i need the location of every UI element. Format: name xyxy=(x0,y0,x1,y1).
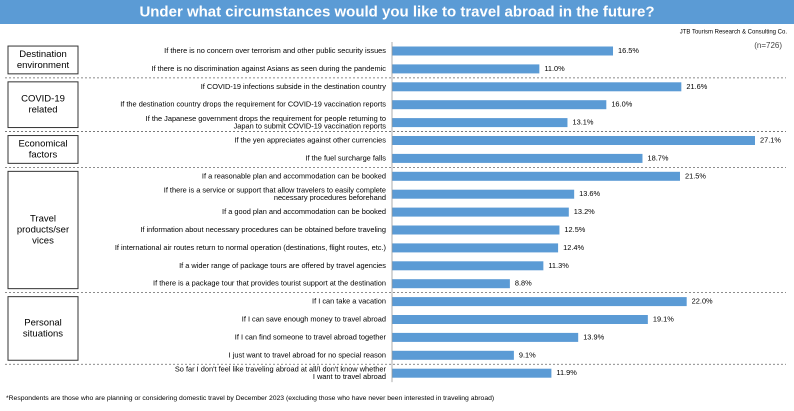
bar xyxy=(392,171,680,181)
value-label: 11.3% xyxy=(548,261,569,270)
group-box xyxy=(7,45,79,75)
group-box xyxy=(7,296,79,361)
group-label: Travel xyxy=(30,214,56,225)
category-label: If the yen appreciates against other cur… xyxy=(234,135,386,144)
category-label: If a reasonable plan and accommodation c… xyxy=(202,171,386,180)
value-label: 16.0% xyxy=(611,100,632,109)
bar xyxy=(392,136,755,145)
category-label: necessary procedures beforehand xyxy=(274,193,386,202)
bar xyxy=(392,64,540,74)
group-label: environment xyxy=(17,60,70,71)
group-box xyxy=(7,135,79,164)
bar xyxy=(392,189,575,199)
bar xyxy=(392,82,682,92)
value-label: 12.4% xyxy=(563,243,584,252)
value-label: 16.5% xyxy=(618,46,639,55)
group-label: related xyxy=(28,105,57,116)
bar xyxy=(392,279,510,289)
footnote: *Respondents are those who are planning … xyxy=(6,395,494,402)
category-label: If the destination country drops the req… xyxy=(120,100,386,109)
category-label: If there is a package tour that provides… xyxy=(153,279,386,288)
bar xyxy=(392,350,514,360)
value-label: 13.1% xyxy=(572,118,593,127)
bar xyxy=(392,368,552,378)
group-box xyxy=(7,170,79,290)
category-label: I just want to travel abroad for no spec… xyxy=(229,350,386,359)
category-label: If international air routes return to no… xyxy=(115,243,386,252)
value-label: 18.7% xyxy=(647,153,668,162)
value-label: 11.0% xyxy=(544,64,565,73)
chart-title: Under what circumstances would you like … xyxy=(139,3,654,20)
category-label: If there is no discrimination against As… xyxy=(151,64,386,73)
group-box xyxy=(7,81,79,129)
bar xyxy=(392,261,544,271)
value-label: 21.5% xyxy=(685,171,706,180)
group-label: situations xyxy=(23,328,63,339)
category-label: If information about necessary procedure… xyxy=(140,225,386,234)
value-label: 22.0% xyxy=(692,297,713,306)
group-label: vices xyxy=(32,236,54,247)
group-label: COVID-19 xyxy=(21,94,65,105)
category-label: Japan to submit COVID-19 vaccination rep… xyxy=(234,121,387,130)
category-label: If the fuel surcharge falls xyxy=(305,153,386,162)
title-bar xyxy=(0,0,794,24)
value-label: 13.9% xyxy=(583,332,604,341)
group-label: Economical xyxy=(18,138,67,149)
group-label: factors xyxy=(29,149,58,160)
category-label: If the Japanese government drops the req… xyxy=(146,114,386,123)
category-label: If I can save enough money to travel abr… xyxy=(242,314,386,323)
category-label: If a good plan and accommodation can be … xyxy=(222,207,386,216)
value-label: 19.1% xyxy=(653,314,674,323)
bar xyxy=(392,207,569,217)
group-label: Personal xyxy=(24,317,62,328)
category-label: If a wider range of package tours are of… xyxy=(179,261,386,270)
category-label: If there is a service or support that al… xyxy=(164,185,386,194)
value-label: 9.1% xyxy=(519,350,536,359)
bar xyxy=(392,332,579,342)
value-label: 27.1% xyxy=(760,135,781,144)
bar xyxy=(392,315,648,324)
group-label: products/ser xyxy=(17,225,69,236)
bar xyxy=(392,153,643,163)
sample-size: (n=726) xyxy=(754,41,782,50)
category-label: If there is no concern over terrorism an… xyxy=(164,46,386,55)
category-label: So far I don't feel like traveling abroa… xyxy=(175,364,387,373)
bar xyxy=(392,46,614,56)
bar xyxy=(392,100,607,110)
group-label: Destination xyxy=(19,49,67,60)
value-label: 8.8% xyxy=(515,279,532,288)
category-label: If I can find someone to travel abroad t… xyxy=(235,332,387,341)
value-label: 13.6% xyxy=(579,189,600,198)
category-label: I want to travel abroad xyxy=(313,372,386,381)
category-label: If I can take a vacation xyxy=(312,297,386,306)
bar xyxy=(392,297,687,307)
bar xyxy=(392,118,568,128)
value-label: 13.2% xyxy=(574,207,595,216)
value-label: 12.5% xyxy=(564,225,585,234)
bar xyxy=(392,225,560,235)
source: JTB Tourism Research & Consulting Co. xyxy=(680,30,788,36)
value-label: 21.6% xyxy=(686,82,707,91)
bar xyxy=(392,243,559,253)
category-label: If COVID-19 infections subside in the de… xyxy=(201,82,387,91)
value-label: 11.9% xyxy=(556,368,577,377)
